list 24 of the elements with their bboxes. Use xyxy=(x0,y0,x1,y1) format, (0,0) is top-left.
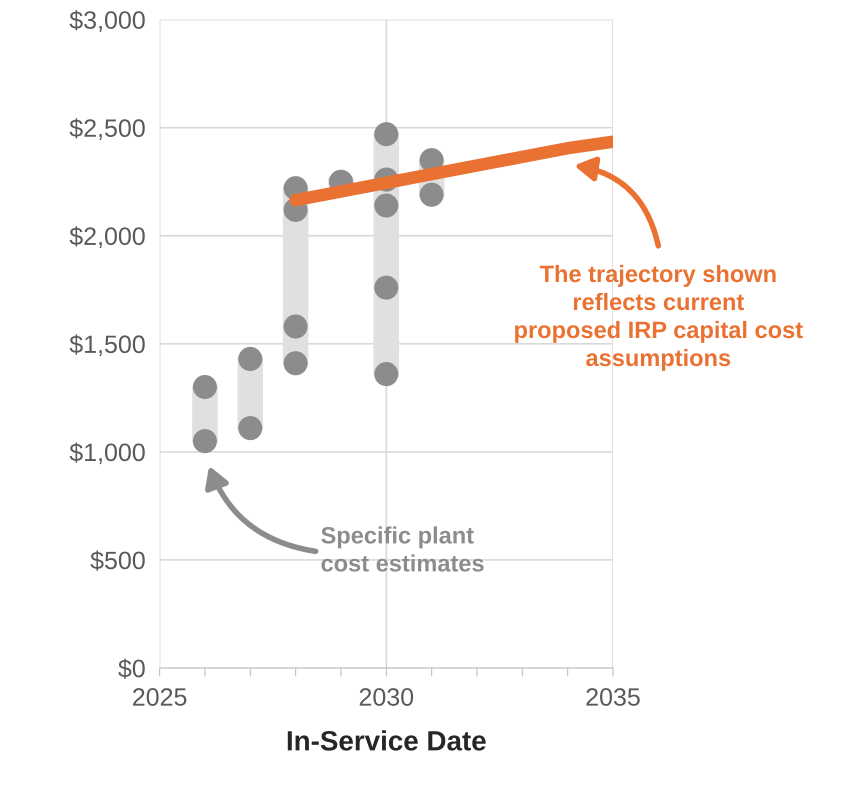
point xyxy=(192,375,217,400)
y-tick-label: $3,000 xyxy=(70,10,145,32)
annotation: Specific plant cost estimates xyxy=(321,526,484,572)
x-tick-label: 2025 xyxy=(133,688,186,706)
point xyxy=(374,276,398,300)
point xyxy=(374,193,398,218)
point xyxy=(238,416,262,440)
x-axis-title: In-Service Date xyxy=(288,730,486,751)
y-tick-label: $1,500 xyxy=(70,334,145,356)
y-tick-label: $2,000 xyxy=(70,226,145,248)
point xyxy=(420,182,444,207)
point xyxy=(284,351,308,376)
y-tick-label: $500 xyxy=(90,550,145,571)
annotation: The trajectory shown reflects current proposed IRP capital cost assumptions xyxy=(515,264,803,371)
point xyxy=(374,122,398,146)
point xyxy=(374,362,398,386)
point xyxy=(284,314,308,339)
y-tick-label: $0 xyxy=(118,658,145,679)
x-tick-label: 2030 xyxy=(360,688,414,706)
y-tick-label: $1,000 xyxy=(70,442,145,464)
y-tick-label: $2,500 xyxy=(70,118,145,140)
point xyxy=(192,429,217,454)
x-tick-label: 2035 xyxy=(586,688,640,706)
point xyxy=(238,346,262,371)
